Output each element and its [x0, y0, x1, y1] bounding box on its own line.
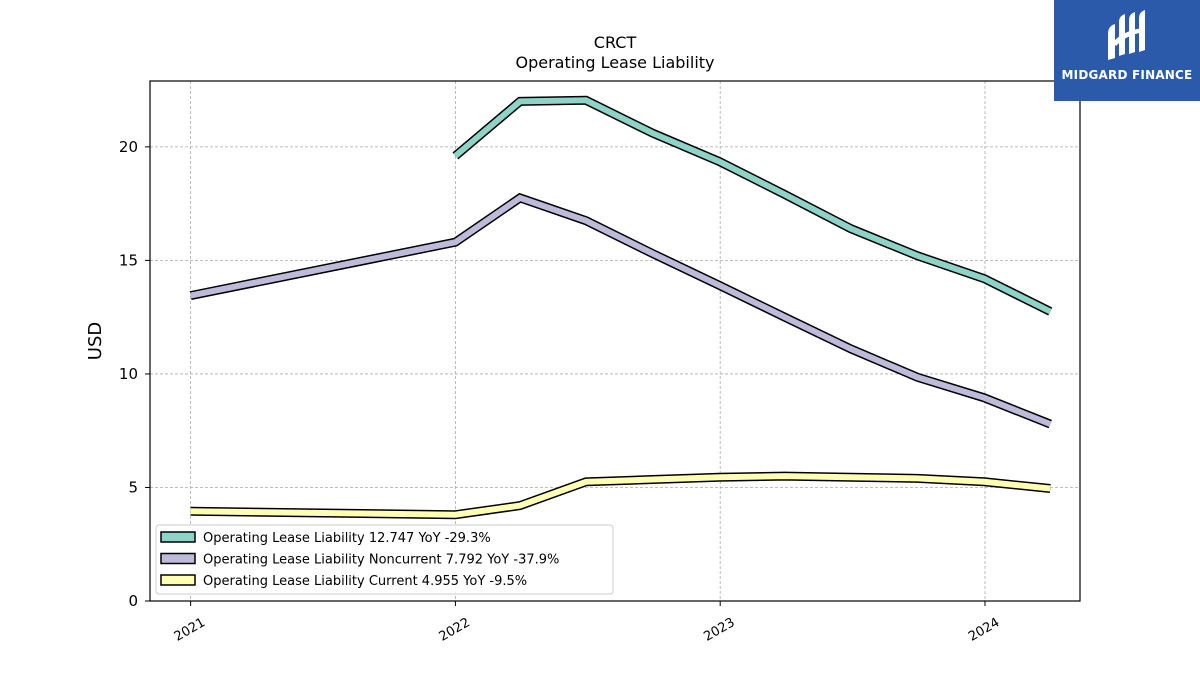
y-tick-label: 20 — [119, 138, 138, 156]
midgard-logo-icon — [1108, 10, 1145, 60]
legend-label-2: Operating Lease Liability Noncurrent 7.7… — [203, 553, 559, 568]
legend-box — [155, 524, 614, 595]
y-axis-label: USD — [85, 322, 106, 360]
legend: Operating Lease Liability 12.747 YoY -29… — [155, 524, 614, 595]
y-tick-label: 5 — [128, 478, 138, 496]
series-line-1 — [453, 97, 1052, 315]
chart-subtitle: Operating Lease Liability — [515, 53, 714, 72]
brand-name: MIDGARD FINANCE — [1061, 68, 1193, 82]
brand-logo: MIDGARD FINANCE — [1054, 0, 1200, 101]
x-tick-label: 2023 — [701, 615, 737, 645]
chart-title: CRCT — [594, 33, 637, 52]
y-tick-label: 10 — [119, 365, 138, 383]
plot-frame — [149, 80, 1081, 602]
series-line-outline-2 — [189, 192, 1052, 429]
y-tick-label: 0 — [128, 592, 138, 610]
x-tick-label: 2022 — [437, 615, 473, 645]
series-lines — [189, 95, 1053, 520]
legend-swatch-2 — [160, 552, 196, 565]
series-line-3 — [190, 473, 1051, 518]
grid — [150, 81, 1080, 602]
x-tick-label: 2021 — [172, 615, 208, 645]
legend-swatch-3 — [160, 574, 196, 586]
series-line-2 — [190, 194, 1052, 427]
legend-label-1: Operating Lease Liability 12.747 YoY -29… — [203, 531, 491, 546]
legend-label-3: Operating Lease Liability Current 4.955 … — [203, 574, 527, 589]
legend-swatch-1 — [160, 531, 196, 543]
x-tick-label: 2024 — [966, 615, 1002, 645]
y-tick-label: 15 — [119, 251, 138, 269]
